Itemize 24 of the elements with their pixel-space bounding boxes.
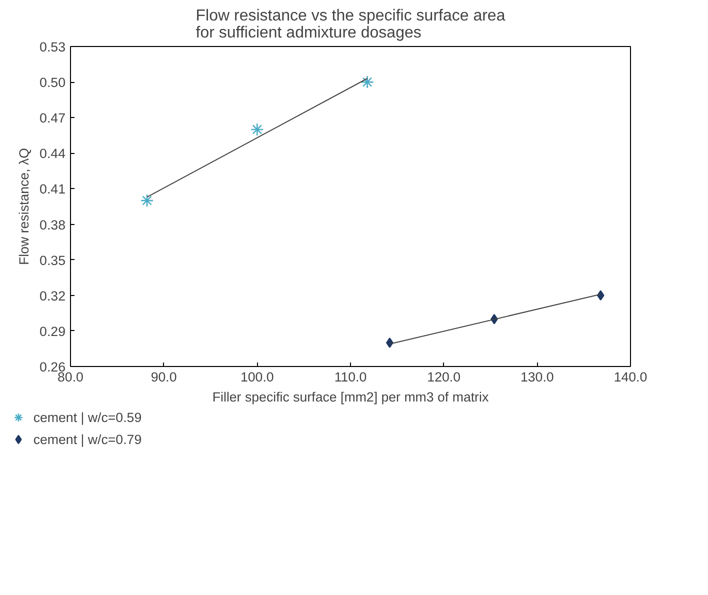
x-tick-label: 100.0 [240, 370, 274, 384]
x-tick-label: 110.0 [334, 370, 367, 384]
x-axis-title: Filler specific surface [mm2] per mm3 of matrix [212, 390, 489, 404]
y-tick-label: 0.53 [40, 40, 66, 54]
legend-label: cement | w/c=0.79 [33, 432, 142, 446]
chart-title: Flow resistance vs the specific surface area for sufficient admixture dosages [196, 8, 506, 42]
x-tick-label: 130.0 [520, 370, 554, 384]
y-axis-title: Flow resistance, λQ [16, 148, 32, 266]
point [360, 75, 374, 89]
y-tick-label: 0.38 [40, 217, 66, 232]
y-tick-label: 0.35 [40, 252, 66, 268]
y-tick-label: 0.32 [40, 288, 66, 304]
x-tick-label: 140.0 [614, 370, 648, 384]
y-tick-label: 0.29 [40, 324, 66, 339]
y-tick-label: 0.41 [40, 182, 66, 197]
point [250, 122, 264, 136]
y-tick-label: 0.44 [40, 146, 66, 162]
y-tick-label: 0.47 [40, 110, 66, 126]
legend-label: cement | w/c=0.59 [33, 410, 142, 424]
x-tick-label: 120.0 [427, 370, 461, 384]
point [140, 194, 154, 208]
x-tick-label: 90.0 [150, 370, 177, 384]
point [386, 338, 394, 348]
y-tick-label: 0.50 [40, 75, 66, 90]
